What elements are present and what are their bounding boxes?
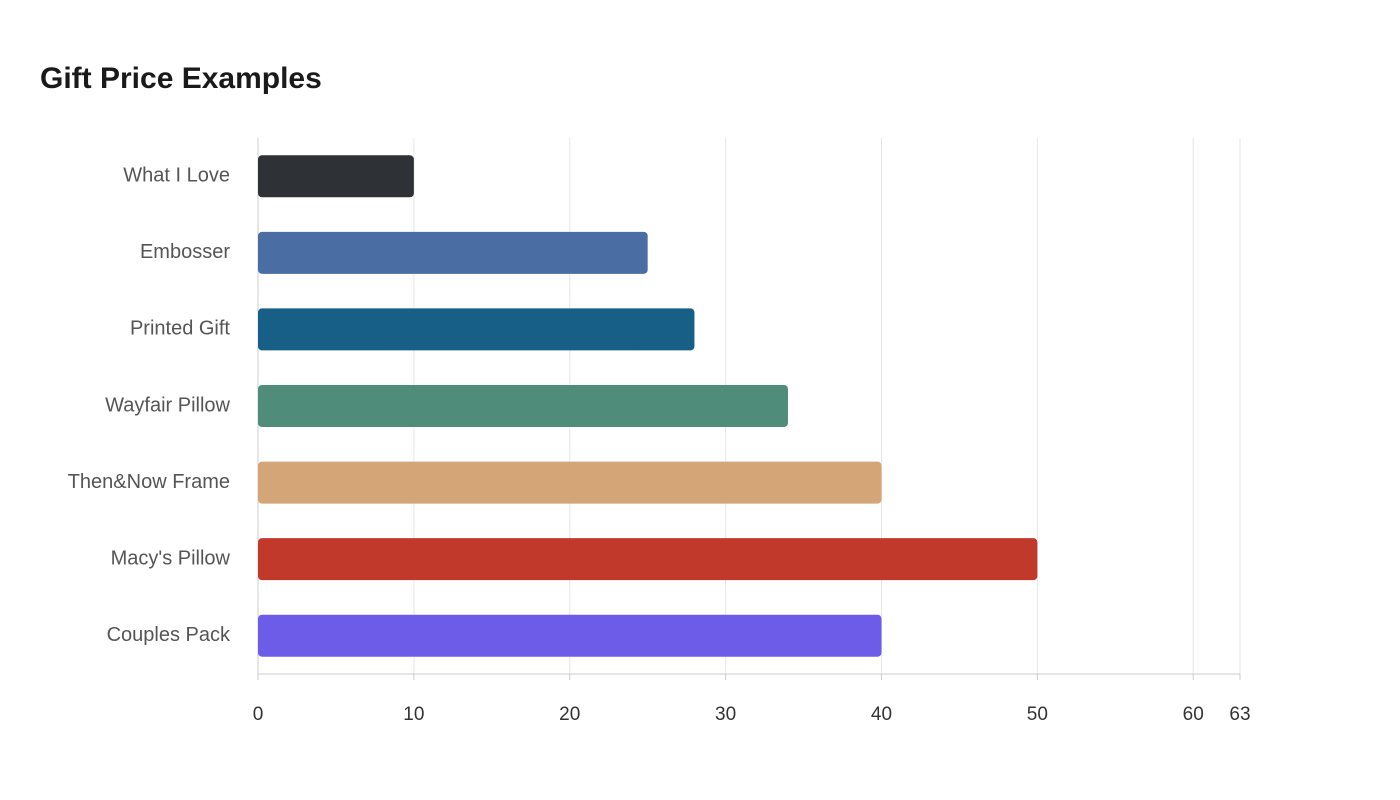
bar [258,385,788,427]
x-tick-label: 10 [403,704,424,725]
y-tick-label: Wayfair Pillow [105,394,230,416]
bar [258,614,882,657]
y-tick-label: Then&Now Frame [68,471,230,493]
bar [258,308,695,351]
x-tick-label: 0 [253,704,264,725]
y-tick-label: Printed Gift [130,318,230,340]
x-tick-label: 20 [559,704,580,725]
x-tick-label: 30 [715,704,736,725]
y-tick-label: What I Love [123,165,230,187]
bar [258,538,1038,581]
y-tick-label: Macy's Pillow [111,547,231,569]
bar [258,461,882,504]
y-tick-label: Embosser [140,241,230,263]
x-tick-label: 60 [1183,704,1204,725]
bar [258,155,414,198]
chart-title: Gift Price Examples [40,62,322,95]
y-tick-label: Couples Pack [107,624,231,646]
x-tick-label: 40 [871,704,892,725]
x-tick-label: 50 [1027,704,1048,725]
bar [258,231,648,274]
x-tick-label: 63 [1229,704,1250,725]
